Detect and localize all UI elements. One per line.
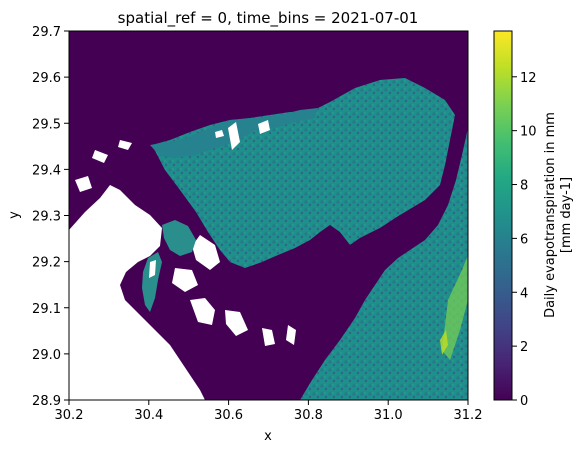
no-data-region-patch-5 [262,328,275,346]
y-tick-label: 29.5 [32,117,61,132]
no-data-region-patch-8 [118,140,132,150]
colorbar-tick-label: 2 [520,340,528,355]
plot-area [69,31,468,400]
no-data-region-west [69,185,205,400]
x-tick-label: 30.4 [134,408,163,423]
y-tick-label: 29.6 [32,71,61,86]
y-tick-label: 29.3 [32,210,61,225]
x-tick-label: 30.8 [294,408,323,423]
x-axis-label: x [264,429,272,444]
y-tick-label: 28.9 [32,394,61,409]
lake-qarun-white-gap-1 [228,122,240,150]
no-data-region-patch-4 [225,310,248,336]
no-data-region-patch-7 [92,150,108,163]
wadi-el-rayan-upper-lake [162,220,196,256]
colorbar-ticks: 0 2 4 6 8 10 12 [512,71,537,409]
lake-qarun-white-gap-2 [258,120,270,134]
chart-title: spatial_ref = 0, time_bins = 2021-07-01 [118,9,419,28]
x-tick-label: 31.0 [374,408,403,423]
y-axis-ticks: 29.7 29.6 29.5 29.4 29.3 29.2 29.1 29.0 28.9 [32,25,69,409]
colorbar-tick-label: 10 [520,125,537,140]
x-tick-label: 30.2 [55,408,84,423]
x-tick-label: 30.6 [214,408,243,423]
colorbar-tick-label: 8 [520,179,528,194]
no-data-region-patch-1 [192,235,220,270]
lake-qarun-white-gap-3 [215,130,224,138]
y-tick-label: 29.0 [32,348,61,363]
colorbar-tick-label: 12 [520,71,537,86]
y-tick-label: 29.1 [32,302,61,317]
y-axis-label: y [7,211,22,219]
no-data-region-patch-9 [75,176,92,192]
y-tick-label: 29.2 [32,256,61,271]
nile-valley-yellow-specks [440,330,448,355]
wadi-el-rayan-lower-lake [142,252,162,312]
colorbar-label-line1: Daily evapotranspiration in mm [543,112,558,318]
no-data-region-patch-3 [190,298,215,325]
no-data-region-patch-6 [286,325,296,345]
nile-valley-east-edge-highlight [442,255,468,360]
y-tick-label: 29.4 [32,163,61,178]
desert-gap [345,215,405,278]
y-tick-label: 29.7 [32,25,61,40]
colorbar-gradient [493,30,513,401]
nile-valley-strip [300,128,468,400]
wadi-el-rayan-lower-lake-gap [149,260,156,278]
colorbar-tick-label: 6 [520,232,528,247]
no-data-region-patch-2 [172,268,198,292]
x-axis-ticks: 30.2 30.4 30.6 30.8 31.0 31.2 [55,400,483,423]
colorbar-tick-label: 4 [520,286,528,301]
colorbar-label-line2: [mm day-1] [559,177,574,253]
x-tick-label: 31.2 [454,408,483,423]
colorbar-tick-label: 0 [520,394,528,409]
